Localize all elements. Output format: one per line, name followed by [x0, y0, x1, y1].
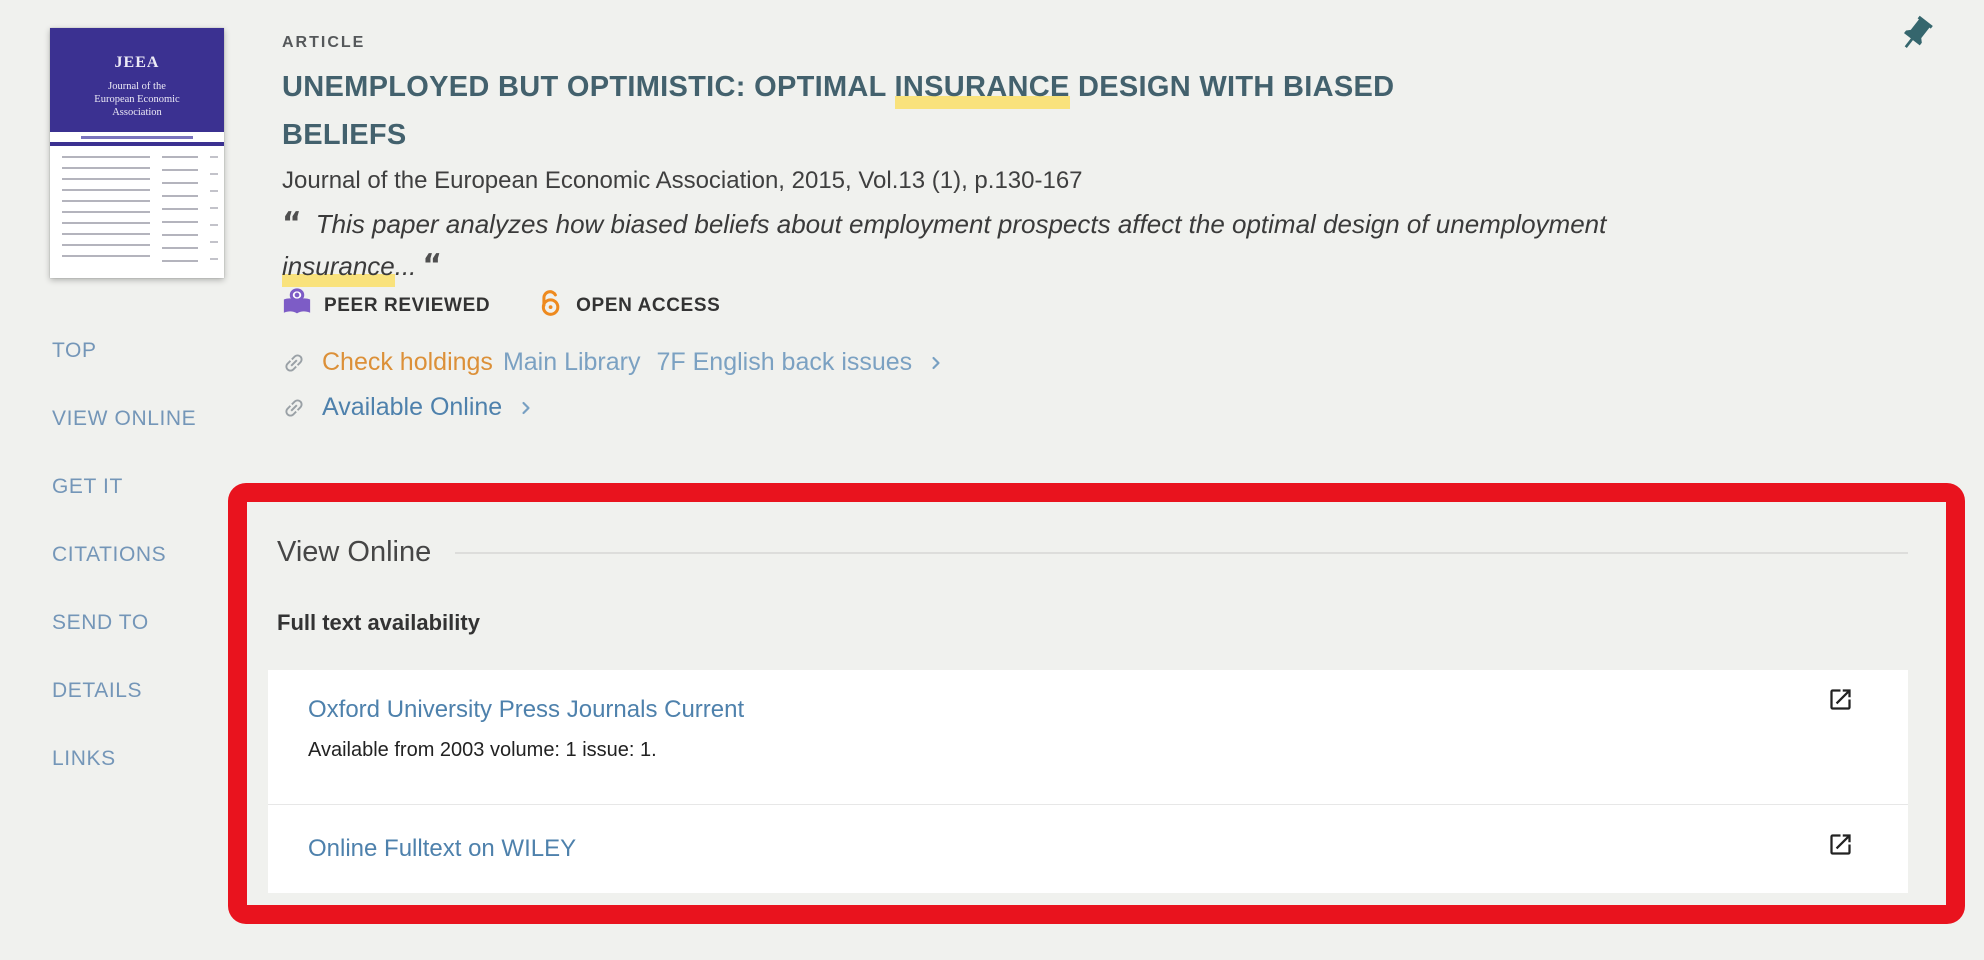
sidebar-item-get-it[interactable]: GET IT — [52, 475, 123, 498]
cover-issue-band — [50, 132, 224, 142]
sidebar-item-top[interactable]: TOP — [52, 339, 97, 362]
available-online-label: Available Online — [322, 393, 503, 421]
oxford-press-link[interactable]: Oxford University Press Journals Current — [308, 696, 745, 723]
source-citation: Journal of the European Economic Associa… — [282, 167, 1083, 194]
external-link-icon[interactable] — [1827, 686, 1854, 718]
section-nav: TOP VIEW ONLINE GET IT CITATIONS SEND TO… — [52, 340, 196, 816]
open-quote-icon: “ — [282, 206, 302, 241]
open-access-badge: OPEN ACCESS — [536, 289, 720, 323]
record-title: UNEMPLOYED BUT OPTIMISTIC: OPTIMAL INSUR… — [282, 71, 1395, 151]
journal-cover-thumbnail: JEEA Journal of the European Economic As… — [50, 28, 224, 278]
check-holdings-link[interactable]: Check holdings Main Library 7F English b… — [282, 348, 946, 377]
view-online-title: View Online — [277, 536, 432, 568]
snippet-quote: “This paper analyzes how biased beliefs … — [282, 203, 1972, 287]
open-access-icon — [536, 289, 564, 323]
fulltext-link-row: Online Fulltext on WILEY — [268, 805, 1908, 892]
close-quote-icon: “ — [422, 248, 443, 283]
pushpin-icon[interactable] — [1896, 12, 1936, 61]
resource-type-label: ARTICLE — [282, 34, 366, 51]
availability-note: Available from 2003 volume: 1 issue: 1. — [308, 739, 657, 761]
fulltext-link-row: Oxford University Press Journals Current… — [268, 670, 1908, 805]
peer-reviewed-badge: PEER REVIEWED — [282, 288, 490, 324]
cover-rule — [50, 142, 224, 146]
chevron-right-icon — [516, 395, 536, 421]
external-link-icon[interactable] — [1827, 831, 1854, 863]
sidebar-item-details[interactable]: DETAILS — [52, 679, 143, 702]
sidebar-item-send-to[interactable]: SEND TO — [52, 611, 149, 634]
chevron-right-icon — [926, 350, 946, 376]
peer-reviewed-icon — [282, 288, 312, 324]
link-icon — [282, 396, 306, 420]
sidebar-item-view-online[interactable]: VIEW ONLINE — [52, 407, 197, 430]
holdings-location: Main Library — [502, 348, 641, 376]
sidebar-item-links[interactable]: LINKS — [52, 747, 116, 770]
wiley-fulltext-link[interactable]: Online Fulltext on WILEY — [308, 834, 577, 862]
peer-reviewed-label: PEER REVIEWED — [324, 295, 491, 316]
cover-title: Journal of the European Economic Associa… — [94, 81, 180, 118]
search-term-highlight: INSURANCE — [894, 71, 1070, 109]
cover-toc-lines — [50, 146, 224, 278]
section-divider — [455, 551, 1908, 554]
holdings-sublocation: 7F English back issues — [656, 348, 913, 376]
fulltext-links-card: Oxford University Press Journals Current… — [268, 670, 1908, 893]
search-term-highlight: insurance — [282, 251, 395, 287]
cover-acronym: JEEA — [114, 54, 160, 71]
fulltext-availability-label: Full text availability — [277, 610, 480, 635]
annotation-box — [228, 483, 1965, 924]
available-online-link[interactable]: Available Online — [282, 393, 536, 422]
open-access-label: OPEN ACCESS — [576, 295, 721, 316]
cover-header: JEEA Journal of the European Economic As… — [50, 28, 224, 132]
check-holdings-label: Check holdings — [322, 348, 493, 376]
link-icon — [282, 351, 306, 375]
view-online-section-header: View Online — [277, 536, 1908, 569]
sidebar-item-citations[interactable]: CITATIONS — [52, 543, 167, 566]
badges-row: PEER REVIEWED OPEN ACCESS — [282, 288, 720, 324]
